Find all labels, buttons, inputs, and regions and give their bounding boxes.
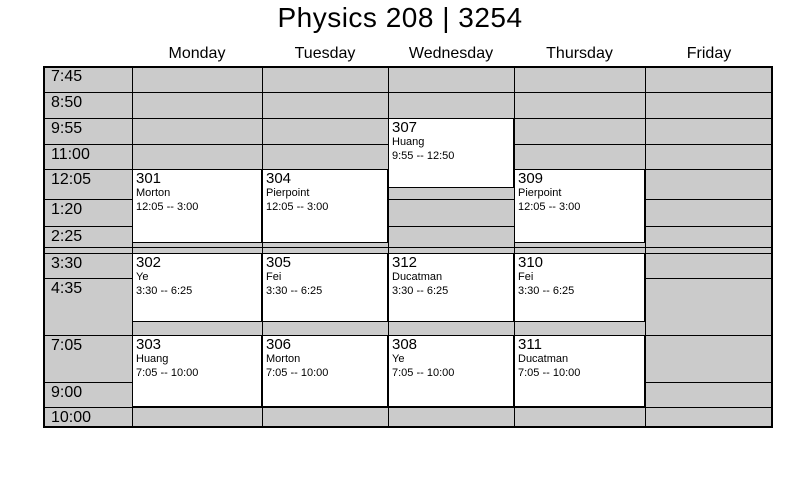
grid-hline	[45, 92, 771, 93]
time-label: 1:20	[51, 201, 83, 218]
time-label: 2:25	[51, 228, 83, 245]
section-instructor: Ye	[392, 353, 405, 365]
section-number: 308	[392, 336, 418, 353]
grid-vline	[132, 68, 133, 426]
section-number: 305	[266, 254, 292, 271]
section-time: 7:05 -- 10:00	[266, 367, 329, 379]
grid-hline	[45, 407, 771, 408]
section-number: 312	[392, 254, 418, 271]
section-block: 301 Morton 12:05 -- 3:00	[132, 169, 262, 243]
section-instructor: Huang	[392, 136, 425, 148]
section-instructor: Morton	[266, 353, 301, 365]
grid-hline	[45, 226, 771, 227]
section-time: 3:30 -- 6:25	[136, 285, 193, 297]
section-block: 306 Morton 7:05 -- 10:00	[262, 335, 388, 407]
day-header-wednesday: Wednesday	[408, 45, 494, 62]
section-number: 301	[136, 170, 162, 187]
section-instructor: Fei	[266, 271, 282, 283]
page-title: Physics 208 | 3254	[277, 2, 523, 33]
section-time: 7:05 -- 10:00	[518, 367, 581, 379]
section-block: 310 Fei 3:30 -- 6:25	[514, 253, 645, 322]
section-time: 3:30 -- 6:25	[266, 285, 323, 297]
time-label: 9:00	[51, 384, 83, 401]
time-label: 7:05	[51, 337, 83, 354]
section-time: 12:05 -- 3:00	[518, 201, 581, 213]
day-header-monday: Monday	[168, 45, 226, 62]
time-label: 3:30	[51, 255, 83, 272]
section-block: 311 Ducatman 7:05 -- 10:00	[514, 335, 645, 407]
section-time: 12:05 -- 3:00	[136, 201, 199, 213]
section-time: 3:30 -- 6:25	[392, 285, 449, 297]
section-block: 308 Ye 7:05 -- 10:00	[388, 335, 514, 407]
section-instructor: Ye	[136, 271, 149, 283]
time-label: 11:00	[51, 146, 90, 163]
section-instructor: Fei	[518, 271, 534, 283]
section-number: 304	[266, 170, 292, 187]
section-time: 7:05 -- 10:00	[392, 367, 455, 379]
day-header-thursday: Thursday	[546, 45, 613, 62]
section-time: 3:30 -- 6:25	[518, 285, 575, 297]
grid-vline	[262, 68, 263, 426]
grid-vline	[388, 68, 389, 426]
time-label: 12:05	[51, 171, 92, 188]
day-header-tuesday: Tuesday	[294, 45, 356, 62]
section-block: 309 Pierpoint 12:05 -- 3:00	[514, 169, 645, 243]
section-time: 7:05 -- 10:00	[136, 367, 199, 379]
grid-vline	[514, 68, 515, 426]
section-number: 309	[518, 170, 544, 187]
section-instructor: Huang	[136, 353, 169, 365]
section-number: 307	[392, 119, 418, 136]
section-block: 302 Ye 3:30 -- 6:25	[132, 253, 262, 322]
section-number: 310	[518, 254, 544, 271]
grid-hline	[45, 247, 771, 248]
section-block: 303 Huang 7:05 -- 10:00	[132, 335, 262, 407]
time-label: 4:35	[51, 280, 83, 297]
time-label: 7:45	[51, 68, 83, 85]
time-label: 10:00	[51, 409, 92, 426]
time-label: 9:55	[51, 120, 83, 137]
section-time: 9:55 -- 12:50	[392, 150, 455, 162]
section-time: 12:05 -- 3:00	[266, 201, 329, 213]
schedule-grid: 7:45 8:50 9:55 11:00 12:05 1:20 2:25 3:30 4:35 7:…	[43, 66, 773, 428]
section-instructor: Pierpoint	[518, 187, 562, 199]
section-block: 305 Fei 3:30 -- 6:25	[262, 253, 388, 322]
section-block: 307 Huang 9:55 -- 12:50	[388, 118, 514, 188]
section-instructor: Ducatman	[392, 271, 443, 283]
day-header-friday: Friday	[686, 45, 732, 62]
section-block: 304 Pierpoint 12:05 -- 3:00	[262, 169, 388, 243]
section-instructor: Morton	[136, 187, 171, 199]
section-number: 303	[136, 336, 162, 353]
grid-vline	[645, 68, 646, 426]
section-number: 306	[266, 336, 292, 353]
section-instructor: Pierpoint	[266, 187, 310, 199]
section-instructor: Ducatman	[518, 353, 569, 365]
section-number: 311	[518, 336, 542, 353]
time-label: 8:50	[51, 94, 83, 111]
section-block: 312 Ducatman 3:30 -- 6:25	[388, 253, 514, 322]
section-number: 302	[136, 254, 162, 271]
grid-hline	[45, 199, 771, 200]
